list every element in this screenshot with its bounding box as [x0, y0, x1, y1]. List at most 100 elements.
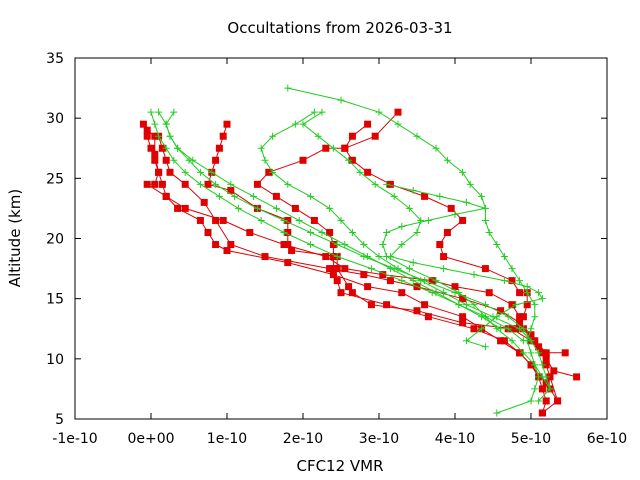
data-point	[291, 120, 299, 128]
data-point	[428, 277, 436, 285]
data-point	[519, 349, 527, 357]
data-point	[485, 289, 493, 297]
data-point	[470, 301, 478, 309]
data-point	[166, 132, 174, 140]
data-point	[348, 156, 356, 164]
data-point	[398, 222, 406, 230]
data-point	[523, 289, 531, 297]
y-tick-label: 15	[46, 292, 64, 308]
profile-green-1	[284, 84, 543, 417]
x-tick-label: 1e-10	[207, 431, 247, 447]
x-tick-label: -1e-10	[52, 431, 97, 447]
data-point	[333, 265, 341, 273]
x-tick-label: 2e-10	[283, 431, 323, 447]
data-point	[345, 283, 353, 291]
data-point	[375, 108, 383, 116]
data-point	[481, 216, 489, 224]
data-point	[364, 283, 372, 291]
data-point	[413, 307, 421, 315]
data-point	[527, 361, 535, 369]
data-point	[523, 301, 531, 309]
data-point	[269, 168, 277, 176]
data-point	[341, 241, 349, 249]
data-point	[227, 241, 235, 249]
data-point	[504, 325, 512, 333]
data-point	[398, 289, 406, 297]
data-point	[504, 313, 512, 321]
data-point	[288, 247, 296, 255]
data-point	[151, 132, 159, 140]
plot-series	[139, 84, 581, 417]
x-tick-label: 6e-10	[587, 431, 627, 447]
data-point	[337, 289, 345, 297]
data-point	[379, 271, 387, 279]
data-point	[527, 397, 535, 405]
data-point	[413, 132, 421, 140]
data-point	[481, 313, 489, 321]
data-point	[269, 132, 277, 140]
data-point	[246, 228, 254, 236]
data-point	[310, 108, 318, 116]
plot-frame	[74, 57, 608, 420]
data-point	[546, 385, 554, 393]
data-point	[322, 253, 330, 261]
data-point	[440, 253, 448, 261]
data-point	[272, 204, 280, 212]
data-point	[174, 144, 182, 152]
data-point	[261, 253, 269, 261]
data-point	[158, 144, 166, 152]
data-point	[531, 361, 539, 369]
data-point	[147, 108, 155, 116]
data-point	[223, 120, 231, 128]
data-point	[219, 216, 227, 224]
data-point	[447, 204, 455, 212]
data-point	[333, 241, 341, 249]
data-point	[542, 361, 550, 369]
data-point	[314, 132, 322, 140]
data-point	[546, 373, 554, 381]
chart-title: Occultations from 2026-03-31	[227, 19, 452, 37]
x-tick-label: 0e+00	[127, 431, 174, 447]
data-point	[417, 216, 425, 224]
data-point	[208, 168, 216, 176]
series-line	[287, 87, 540, 414]
data-point	[512, 325, 520, 333]
data-point	[253, 204, 261, 212]
data-point	[516, 277, 524, 285]
data-point	[440, 289, 448, 297]
data-point	[550, 367, 558, 375]
data-point	[500, 337, 508, 345]
data-point	[318, 228, 326, 236]
data-point	[443, 228, 451, 236]
data-point	[162, 120, 170, 128]
data-point	[512, 301, 520, 309]
data-point	[516, 313, 524, 321]
data-point	[284, 84, 292, 92]
data-point	[337, 216, 345, 224]
data-point	[451, 283, 459, 291]
data-point	[174, 204, 182, 212]
data-point	[432, 277, 440, 285]
data-point	[299, 156, 307, 164]
data-point	[413, 228, 421, 236]
data-point	[295, 216, 303, 224]
data-point	[561, 349, 569, 357]
data-point	[151, 156, 159, 164]
x-axis-label: CFC12 VMR	[296, 457, 383, 475]
data-point	[158, 180, 166, 188]
series-line	[260, 111, 551, 390]
data-point	[333, 277, 341, 285]
data-point	[345, 156, 353, 164]
data-point	[481, 265, 489, 273]
data-point	[462, 337, 470, 345]
data-point	[326, 265, 334, 273]
data-point	[329, 253, 337, 261]
series-line	[150, 112, 524, 342]
data-point	[196, 216, 204, 224]
data-point	[478, 192, 486, 200]
data-point	[280, 216, 288, 224]
data-point	[538, 349, 546, 357]
data-point	[538, 295, 546, 303]
data-point	[451, 210, 459, 218]
